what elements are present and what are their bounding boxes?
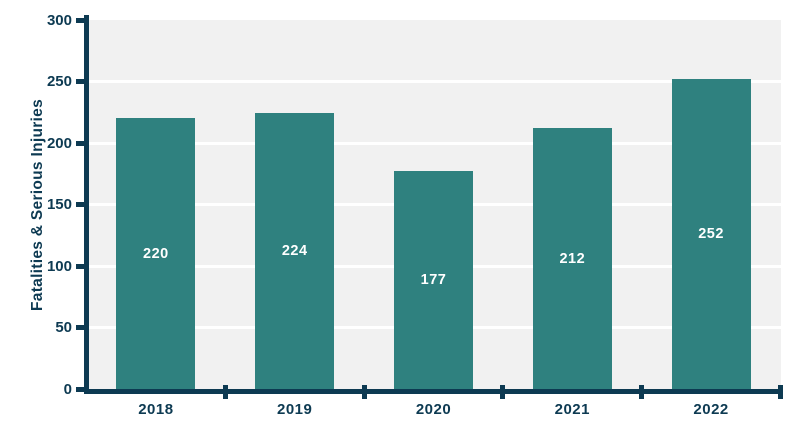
x-axis-line bbox=[84, 389, 783, 394]
x-tick-1 bbox=[222, 385, 228, 399]
y-tick-label-150: 150 bbox=[46, 196, 72, 213]
y-tick-label-100: 100 bbox=[46, 257, 72, 275]
y-tick-label-300: 300 bbox=[46, 11, 72, 29]
y-tick-50 bbox=[76, 325, 89, 330]
x-tick-5 bbox=[778, 385, 783, 399]
y-tick-100 bbox=[76, 263, 89, 269]
x-label-2022: 2022 bbox=[693, 401, 729, 418]
x-tick-2 bbox=[361, 385, 367, 399]
x-label-2021: 2021 bbox=[554, 401, 590, 418]
x-label-2020: 2020 bbox=[415, 401, 452, 418]
y-tick-300 bbox=[76, 17, 89, 23]
gridline-200 bbox=[89, 141, 781, 145]
x-tick-3 bbox=[500, 385, 506, 399]
y-tick-label-200: 200 bbox=[46, 134, 72, 152]
y-tick-150 bbox=[76, 202, 89, 207]
bar-value-label-2021: 212 bbox=[559, 250, 586, 267]
y-tick-200 bbox=[76, 140, 89, 146]
y-axis-title: Fatalities & Serious Injuries bbox=[29, 99, 46, 311]
gridline-250 bbox=[89, 80, 781, 83]
bar-2018: 220 bbox=[116, 118, 196, 389]
bar-2022: 252 bbox=[671, 79, 751, 389]
plot-area: 220 224 177 212 252 bbox=[89, 20, 781, 389]
y-tick-250 bbox=[76, 79, 89, 84]
y-tick-label-250: 250 bbox=[46, 73, 72, 90]
bar-2021: 212 bbox=[532, 128, 612, 389]
bar-2019: 224 bbox=[255, 113, 335, 389]
x-label-2018: 2018 bbox=[138, 401, 174, 418]
x-label-2019: 2019 bbox=[277, 401, 313, 418]
bar-2020: 177 bbox=[394, 171, 473, 389]
bar-value-label-2022: 252 bbox=[698, 226, 724, 243]
y-tick-label-0: 0 bbox=[63, 380, 72, 398]
y-tick-label-50: 50 bbox=[55, 319, 72, 336]
bar-value-label-2018: 220 bbox=[143, 245, 169, 262]
y-tick-0 bbox=[76, 386, 89, 392]
x-tick-4 bbox=[639, 385, 645, 399]
bar-value-label-2020: 177 bbox=[420, 272, 447, 289]
bar-value-label-2019: 224 bbox=[281, 243, 308, 260]
